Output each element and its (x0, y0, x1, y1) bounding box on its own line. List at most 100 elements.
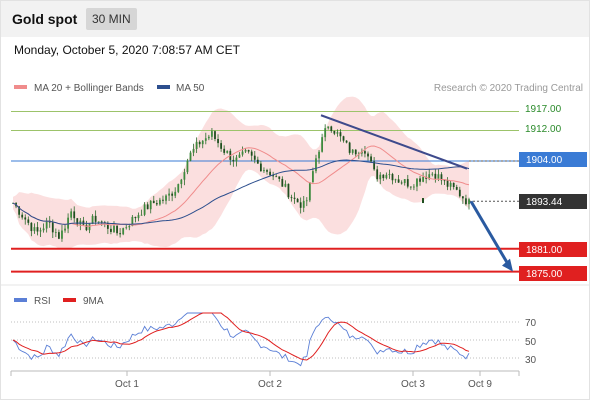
candle-body (422, 176, 424, 182)
tag-bg-1904 (519, 152, 587, 167)
candle-body (263, 170, 265, 172)
candle-body (461, 196, 464, 199)
candle-body (345, 140, 348, 143)
candle-body (113, 225, 115, 232)
candle-body (367, 153, 369, 157)
candle-body (437, 174, 440, 179)
timestamp: Monday, October 5, 2020 7:08:57 AM CET (14, 43, 240, 57)
candle-body (336, 132, 339, 134)
candle-body (302, 200, 305, 208)
candle-body (143, 204, 146, 215)
candle-body (45, 220, 48, 229)
candle-body (449, 182, 452, 187)
annotations (320, 114, 513, 272)
candle-body (21, 214, 24, 218)
candle-body (131, 216, 134, 227)
candle-body (94, 215, 97, 222)
candle-body (250, 151, 253, 156)
candle-body (272, 175, 275, 177)
candle-body (30, 222, 33, 232)
candle-body (100, 221, 103, 223)
candle-body (51, 222, 54, 233)
candle-body (376, 169, 379, 180)
instrument-title: Gold spot (12, 11, 78, 27)
bollinger-bands (13, 96, 469, 249)
candle-body (342, 136, 345, 141)
ma50-line (12, 159, 470, 225)
candle-body (106, 222, 109, 229)
candle-body (468, 199, 470, 205)
candle-body (428, 174, 431, 179)
candle-body (204, 138, 207, 141)
candle-body (290, 197, 293, 199)
rsi-tick-30: 30 (525, 355, 537, 366)
candle-body (431, 173, 434, 175)
candle-body (419, 178, 421, 182)
candle-body (281, 178, 284, 187)
candle-body (434, 173, 437, 179)
candle-body (155, 203, 158, 205)
timeframe-badge[interactable]: 30 MIN (86, 8, 137, 30)
x-label-oct1: Oct 1 (115, 379, 139, 390)
candle-body (324, 128, 327, 138)
candle-body (232, 159, 235, 162)
forecast-arrow-head (502, 258, 513, 272)
tag-bg-1881 (519, 242, 587, 257)
candle-body (177, 184, 180, 192)
bollinger-band-area (13, 96, 469, 249)
legend-label-rsi: RSI (34, 296, 51, 307)
rsi-panel (11, 312, 519, 367)
candle-body (174, 191, 177, 196)
candle-body (54, 232, 57, 233)
candle-body (42, 228, 45, 231)
candle-body (110, 228, 112, 232)
x-label-oct2: Oct 2 (258, 379, 282, 390)
candle-body (397, 179, 400, 183)
legend-swatch-ma50 (157, 85, 170, 89)
tag-bg-1893 (519, 194, 587, 209)
candle-body (446, 180, 449, 187)
candle-body (458, 189, 461, 197)
candle-body (465, 198, 467, 205)
candle-body (201, 140, 204, 145)
legend-swatch-rsi (14, 298, 27, 302)
legend-label-ma20: MA 20 + Bollinger Bands (34, 83, 144, 94)
candle-body (91, 215, 94, 224)
candle-body (247, 149, 250, 152)
candle-body (125, 227, 128, 229)
candle-body (400, 182, 403, 184)
candle-body (33, 227, 36, 232)
moving-averages (12, 145, 470, 227)
rsi-tick-50: 50 (525, 337, 537, 348)
level-label-1912: 1912.00 (525, 124, 562, 135)
level-label-1893: 1893.44 (526, 197, 563, 208)
level-label-1881: 1881.00 (526, 245, 563, 256)
candle-body (364, 151, 366, 154)
candle-body (217, 138, 219, 144)
candle-body (299, 202, 302, 208)
trend-line (320, 114, 468, 170)
candle-body (61, 230, 63, 239)
candle-body (162, 199, 164, 201)
candle-body (128, 226, 131, 228)
candle-body (214, 131, 216, 139)
candle-body (58, 232, 60, 239)
credit-text: Research © 2020 Trading Central (434, 83, 583, 94)
candle-body (195, 141, 198, 149)
candle-body (235, 157, 238, 162)
candle-body (409, 186, 412, 188)
candle-body (146, 204, 149, 210)
candle-body (36, 227, 39, 232)
candle-body (287, 183, 290, 198)
candle-body (137, 215, 140, 219)
candle-body (158, 199, 161, 205)
candle-body (348, 142, 351, 153)
candle-body (149, 200, 152, 210)
candle-body (244, 149, 247, 152)
candle-body (339, 132, 342, 137)
candles (12, 124, 470, 242)
candle-body (97, 221, 100, 223)
candle-body (318, 151, 320, 159)
candle-body (171, 193, 174, 196)
candle-body (443, 180, 446, 182)
